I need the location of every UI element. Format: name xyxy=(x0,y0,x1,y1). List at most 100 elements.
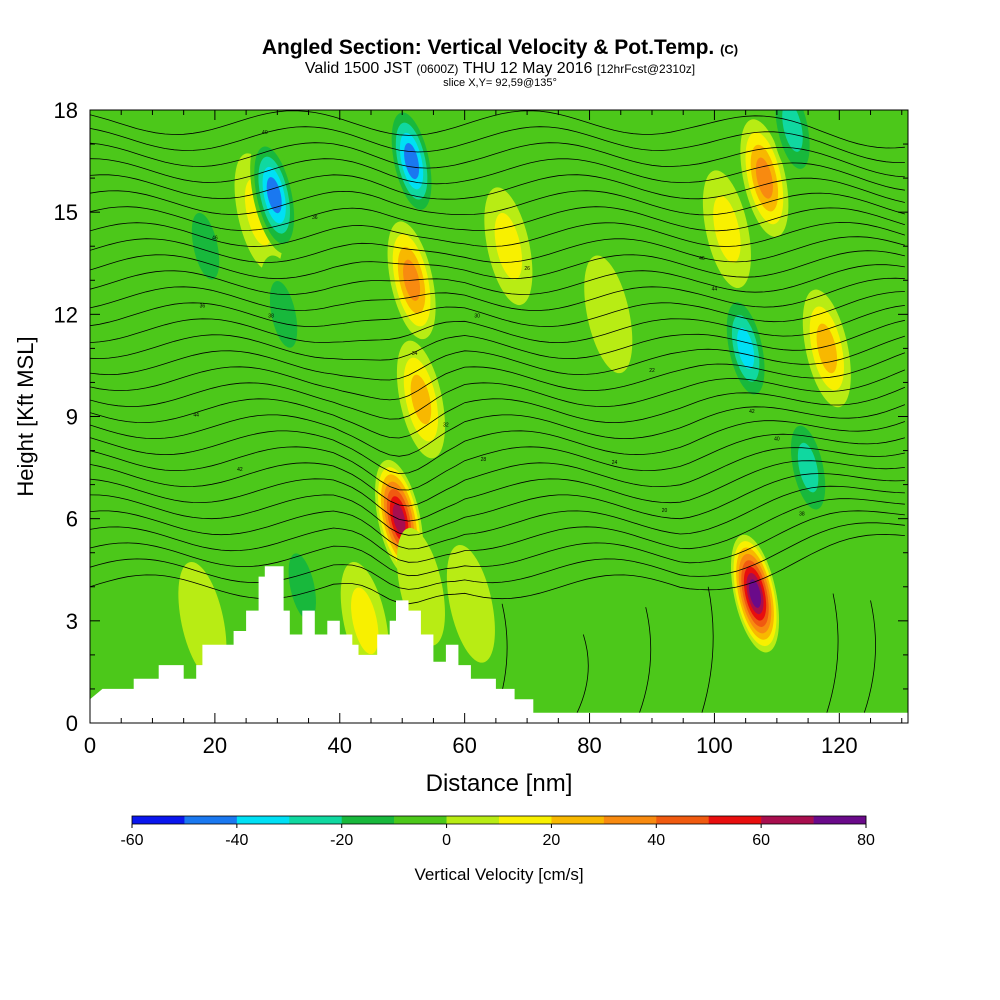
plume-level xyxy=(351,587,379,655)
x-tick-label: 120 xyxy=(821,733,858,758)
colorbar-tick-label: 60 xyxy=(752,832,770,849)
colorbar-swatch xyxy=(394,816,447,824)
y-tick-label: 9 xyxy=(66,405,78,430)
isentrope-line xyxy=(90,420,906,475)
plume-level xyxy=(584,255,633,374)
colorbar-swatch xyxy=(289,816,343,824)
isentrope-line xyxy=(90,110,905,149)
isentrope-line xyxy=(90,142,905,178)
colorbar-swatch xyxy=(132,816,185,824)
updraft-plume xyxy=(446,544,495,663)
y-tick-label: 15 xyxy=(54,200,78,225)
isentrope-line xyxy=(90,352,906,401)
isentrope-label: 44 xyxy=(712,286,718,292)
isentrope-line xyxy=(90,190,906,216)
plume-level xyxy=(446,544,495,663)
isentrope-label: 36 xyxy=(312,215,318,221)
x-tick-label: 40 xyxy=(328,733,352,758)
title-main: Angled Section: Vertical Velocity & Pot.… xyxy=(261,36,715,59)
isentrope-label: 40 xyxy=(262,130,268,136)
updraft-plume xyxy=(584,255,633,374)
y-axis-label: Height [Kft MSL] xyxy=(13,336,38,496)
isentrope-line xyxy=(90,534,905,605)
slice-line: slice X,Y= 92,59@135° xyxy=(443,77,557,89)
plume-level xyxy=(816,323,838,374)
isentrope-line xyxy=(90,510,905,577)
velocity-field xyxy=(178,110,851,714)
colorbar-swatch xyxy=(446,816,500,824)
y-tick-label: 18 xyxy=(54,98,78,123)
colorbar-swatch xyxy=(813,816,867,824)
colorbar-swatch xyxy=(708,816,762,824)
colorbar-swatch xyxy=(341,816,395,824)
downdraft-plume xyxy=(181,187,230,306)
y-tick-label: 12 xyxy=(54,302,78,327)
isentrope-label: 22 xyxy=(649,368,655,374)
downdraft-plume xyxy=(250,136,299,254)
colorbar: -60 -40 -20 0 20 40 60 80 Vertical Velocity [cm/… xyxy=(120,815,875,884)
isentrope-line xyxy=(90,447,905,507)
isentropes xyxy=(90,110,906,713)
valid-date: THU 12 May 2016 xyxy=(462,60,593,77)
x-tick-label: 100 xyxy=(696,733,733,758)
colorbar-swatch xyxy=(761,816,814,824)
isentrope-line xyxy=(90,433,906,491)
title-unit: (C) xyxy=(720,42,739,57)
colorbar-tick-label: -40 xyxy=(225,832,248,849)
isentrope-line xyxy=(90,250,905,280)
colorbar-tick-label: 40 xyxy=(647,832,665,849)
plume-level xyxy=(797,442,819,493)
isentrope-line xyxy=(576,634,589,713)
colorbar-swatch xyxy=(236,816,290,824)
valid-utc: (0600Z) xyxy=(416,62,459,76)
updraft-plume xyxy=(740,119,789,237)
isentrope-line xyxy=(90,404,906,457)
chart-title: Angled Section: Vertical Velocity & Pot.… xyxy=(0,36,1000,60)
isentrope-label: 26 xyxy=(524,266,530,272)
isentrope-line xyxy=(639,607,652,713)
isentrope-line xyxy=(90,319,905,361)
plume-level xyxy=(392,503,406,534)
isentrope-line xyxy=(90,291,905,328)
x-axis-label: Distance [nm] xyxy=(426,770,573,797)
isentrope-line xyxy=(90,236,906,264)
colorbar-label: Vertical Velocity [cm/s] xyxy=(414,865,583,884)
valid-fcst: [12hrFcst@2310z] xyxy=(596,62,696,76)
valid-time-line: Valid 1500 JST (0600Z) THU 12 May 2016 [… xyxy=(0,60,1000,78)
plume-level xyxy=(288,553,317,621)
isentrope-label: 28 xyxy=(481,457,487,463)
isentrope-label: 20 xyxy=(662,508,668,514)
isentrope-label: 32 xyxy=(443,423,449,429)
isentrope-label: 46 xyxy=(212,235,218,241)
isentrope-line xyxy=(863,600,876,713)
isentrope-line xyxy=(90,264,905,296)
colorbar-tick-label: -20 xyxy=(330,832,353,849)
downdraft-plume xyxy=(387,110,436,220)
x-tick-label: 80 xyxy=(577,733,601,758)
isentrope-label: 40 xyxy=(774,436,780,442)
isentrope-line xyxy=(90,485,905,550)
isentrope-line xyxy=(90,174,905,203)
plume-level xyxy=(749,579,762,608)
colorbar-swatch xyxy=(551,816,605,824)
isentrope-label: 46 xyxy=(699,256,705,262)
isentrope-line xyxy=(90,473,905,536)
colorbar-tick-label: 80 xyxy=(857,832,875,849)
isentrope-line xyxy=(701,586,714,713)
isentrope-label: 24 xyxy=(612,460,618,466)
isentrope-line xyxy=(90,206,906,232)
isentrope-label: 42 xyxy=(237,467,243,473)
x-tick-label: 60 xyxy=(452,733,476,758)
isentrope-label: 44 xyxy=(193,413,199,419)
plume-level xyxy=(528,596,577,714)
isentrope-label: 36 xyxy=(200,304,206,310)
plume-level xyxy=(737,327,755,369)
colorbar-tick-label: 20 xyxy=(543,832,561,849)
isentrope-line xyxy=(90,126,905,164)
y-tick-label: 6 xyxy=(66,507,78,532)
isentrope-line xyxy=(90,498,905,563)
isentrope-label: 30 xyxy=(474,314,480,320)
isentrope-line xyxy=(826,593,839,713)
isentrope-label: 42 xyxy=(749,409,755,415)
plume-level xyxy=(266,177,282,214)
